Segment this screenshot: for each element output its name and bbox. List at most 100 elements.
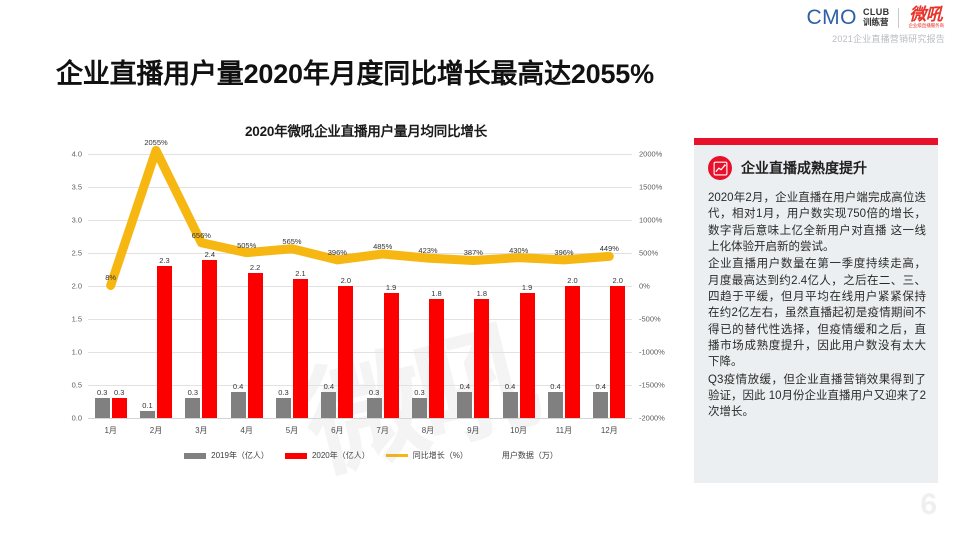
- bar-value-label: 2.3: [159, 256, 170, 266]
- insight-paragraph: 2020年2月，企业直播在用户端完成高位迭代，相对1月，用户数实现750倍的增长…: [708, 192, 926, 253]
- bar-value-label: 1.9: [521, 282, 533, 292]
- bar-group: 0.3 0.3: [88, 154, 133, 418]
- x-axis-label: 4月: [240, 426, 253, 435]
- bar: 2.0: [338, 276, 354, 418]
- page-title: 企业直播用户量2020年月度同比增长最高达2055%: [56, 59, 654, 89]
- bar-group: 0.3 2.4: [179, 154, 224, 418]
- x-axis-label: 3月: [195, 426, 208, 435]
- bar-value-label: 0.3: [368, 388, 380, 398]
- right-axis-tick: 0%: [639, 281, 650, 291]
- bar: 1.8: [474, 289, 490, 418]
- report-tagline: 2021企业直播营销研究报告: [832, 34, 945, 45]
- club-wordmark: CLUB 训练营: [862, 7, 890, 26]
- gridline: [88, 385, 632, 386]
- right-axis-tick: -1500%: [639, 380, 665, 390]
- line-chart-icon: [708, 156, 732, 180]
- bar-value-label: 2.0: [567, 276, 578, 285]
- growth-value-label: 565%: [282, 236, 302, 246]
- plot-canvas: 0.0 0.5 1.0 1.5 2.0 2.5 3.0 3.5 4.0 -2000% -1500%…: [72, 138, 665, 422]
- bar: 2.1: [292, 269, 308, 418]
- growth-value-label: 656%: [191, 230, 211, 240]
- bar: 2.3: [156, 256, 172, 418]
- right-axis-tick: -500%: [639, 314, 661, 324]
- bar-value-label: 2.1: [295, 269, 306, 279]
- growth-value-label: 396%: [554, 247, 574, 257]
- growth-value-label: 449%: [599, 244, 619, 254]
- x-axis-labels: 1月 2月 3月 4月 5月 6月 7月 8月 9月 10月 11月 12月: [88, 420, 632, 442]
- insight-panel: 企业直播成熟度提升 2020年2月，企业直播在用户端完成高位迭代，相对1月，用户…: [694, 138, 938, 483]
- weihou-subtitle: 企业级直播服务商: [908, 23, 944, 29]
- right-axis-tick: 500%: [639, 248, 659, 258]
- bar-value-label: 0.3: [113, 388, 125, 398]
- bar: 0.3: [411, 388, 427, 418]
- x-axis-label: 8月: [421, 426, 435, 435]
- bar: 0.3: [275, 388, 291, 418]
- bar-value-label: 0.3: [278, 388, 289, 398]
- x-axis-label: 1月: [104, 426, 117, 435]
- left-axis-tick: 0.5: [71, 380, 82, 390]
- bar-value-label: 2.4: [204, 249, 216, 259]
- bar: 1.9: [519, 283, 535, 418]
- bar-group: 0.4 2.0: [541, 154, 586, 418]
- growth-value-label: 2055%: [144, 138, 168, 148]
- growth-value-label: 505%: [237, 240, 257, 250]
- bar-group: 0.3 1.9: [360, 154, 405, 418]
- right-axis-tick: -2000%: [639, 413, 665, 423]
- bar-value-label: 1.8: [476, 289, 487, 299]
- bar-value-label: 0.4: [323, 381, 335, 391]
- bar: 1.9: [383, 283, 399, 418]
- bar-value-label: 0.4: [595, 381, 606, 391]
- bar: 2.2: [247, 263, 263, 418]
- left-axis-tick: 1.0: [71, 347, 82, 357]
- gridline: [88, 418, 632, 419]
- bar-value-label: 0.4: [550, 381, 561, 391]
- x-axis-label: 10月: [510, 426, 528, 435]
- growth-value-label: 485%: [373, 241, 393, 251]
- bar-value-label: 2.2: [249, 262, 261, 272]
- bar-value-label: 2.0: [612, 276, 623, 285]
- bar-value-label: 1.9: [385, 282, 397, 292]
- legend-swatch-growth: [385, 454, 408, 457]
- legend-label: 同比增长（%）: [412, 451, 468, 460]
- right-axis-tick: 1500%: [639, 182, 663, 192]
- insight-panel-header: 企业直播成熟度提升: [694, 145, 938, 186]
- chart-title: 2020年微吼企业直播用户量月均同比增长: [244, 124, 488, 139]
- bar: 0.4: [593, 382, 609, 418]
- gridline: [88, 352, 632, 353]
- x-axis-label: 2月: [149, 426, 163, 435]
- insight-paragraph: 企业直播用户数量在第一季度持续走高，月度最高达到约2.4亿人，之后在二、三、四趋…: [708, 258, 926, 369]
- bar: 0.4: [547, 382, 563, 418]
- bar: 0.4: [502, 382, 518, 418]
- bar-group: 0.4 2.0: [587, 154, 632, 418]
- bar: 0.4: [457, 382, 473, 418]
- insight-panel-title: 企业直播成熟度提升: [741, 160, 867, 176]
- chart-plot-area: 微吼 0.0 0.5 1.0 1.5 2.0 2.5 3.0 3.5 4.0 -2000% -15…: [52, 138, 680, 494]
- bar-group: 0.4 1.8: [451, 154, 496, 418]
- legend-swatch-2020: [284, 452, 307, 459]
- bar-group: 0.3 1.8: [405, 154, 450, 418]
- right-axis-tick: 2000%: [639, 149, 663, 159]
- bar-value-label: 0.3: [187, 388, 199, 398]
- legend-swatch-2019: [184, 452, 207, 459]
- gridline: [88, 319, 632, 320]
- x-axis-label: 12月: [600, 426, 618, 435]
- x-axis-label: 6月: [331, 426, 344, 435]
- bar-value-label: 1.8: [431, 289, 442, 299]
- x-axis-label: 11月: [555, 426, 573, 435]
- cmo-wordmark: CMO: [806, 6, 857, 30]
- legend-item: 2020年（亿人）: [284, 450, 370, 461]
- left-axis-tick: 2.5: [71, 248, 82, 258]
- bar: 0.3: [111, 388, 127, 418]
- right-axis-tick: -1000%: [639, 347, 665, 357]
- brand-divider: [897, 7, 899, 28]
- bar: 2.0: [564, 276, 580, 418]
- x-axis-label: 5月: [285, 426, 299, 435]
- left-axis-tick: 3.5: [71, 182, 82, 192]
- weihou-logo: 微吼 企业级直播服务商: [907, 6, 945, 29]
- chart-legend: 2019年（亿人） 2020年（亿人） 同比增长（%） 用户数据（万）: [52, 450, 680, 461]
- weihou-wordmark: 微吼: [909, 5, 943, 24]
- bar: 0.4: [230, 382, 246, 418]
- bar: 1.8: [428, 289, 444, 418]
- club-label-en: CLUB: [862, 7, 890, 18]
- bar: 0.3: [366, 388, 382, 418]
